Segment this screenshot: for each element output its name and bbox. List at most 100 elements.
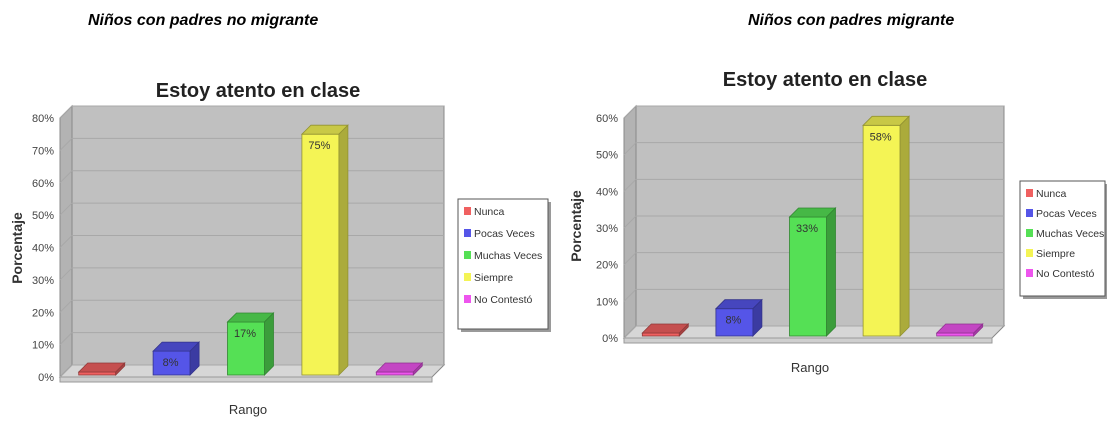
gridline-side xyxy=(623,215,637,229)
y-tick-label: 0% xyxy=(38,372,54,384)
gridline-side xyxy=(59,138,73,151)
gridline-side xyxy=(59,235,73,248)
bar-front xyxy=(375,371,414,376)
bar-3 xyxy=(862,115,911,337)
y-tick-label: 60% xyxy=(32,178,54,190)
bar-0 xyxy=(77,362,126,376)
bar-front xyxy=(789,216,827,337)
bar-4 xyxy=(935,323,984,337)
legend-box xyxy=(457,198,549,330)
bar-1 xyxy=(714,298,763,337)
legend-label: Siempre xyxy=(474,272,513,284)
gridline-side xyxy=(623,105,637,119)
data-label: 75% xyxy=(308,140,330,152)
legend-label: No Contestó xyxy=(474,294,533,306)
legend-swatch xyxy=(1026,249,1033,257)
bar-side xyxy=(412,362,423,376)
bar-1 xyxy=(152,341,201,376)
bar-chart-left: Estoy atento en clase 0% 10% 20% 30% 40% 50% 60… xyxy=(9,80,551,417)
bar-side xyxy=(973,323,984,337)
legend: Nunca Pocas Veces Muchas Veces Siempre No Co… xyxy=(1019,180,1107,299)
x-axis-label: Rango xyxy=(229,402,267,417)
legend-label: Siempre xyxy=(1036,248,1075,260)
chart-title: Estoy atento en clase xyxy=(156,80,361,102)
gridline-side xyxy=(623,142,637,156)
gridline-side xyxy=(59,105,73,119)
panel-heading: Niños con padres migrante xyxy=(748,12,955,29)
bar-front xyxy=(862,124,901,337)
bar-2 xyxy=(788,207,837,337)
y-tick-label: 10% xyxy=(32,340,54,352)
legend-label: Muchas Veces xyxy=(474,250,542,262)
data-label: 8% xyxy=(163,357,179,369)
legend-label: No Contestó xyxy=(1036,268,1095,280)
y-tick-label: 20% xyxy=(596,260,618,272)
legend-box xyxy=(1019,180,1106,297)
y-tick-label: 40% xyxy=(32,243,54,255)
bar-front xyxy=(78,371,117,376)
legend-swatch xyxy=(464,273,471,281)
legend-swatch xyxy=(1026,269,1033,277)
legend-swatch xyxy=(1026,229,1033,237)
bar-side xyxy=(899,115,910,337)
y-axis-label: Porcentaje xyxy=(568,190,584,262)
data-label: 33% xyxy=(796,223,818,235)
data-label: 17% xyxy=(234,328,256,340)
data-label: 8% xyxy=(725,315,741,327)
gridline-side xyxy=(623,325,637,339)
bar-side xyxy=(338,124,349,376)
y-tick-label: 30% xyxy=(596,223,618,235)
y-axis-label: Porcentaje xyxy=(9,212,25,284)
bar-0 xyxy=(641,323,690,337)
legend-label: Nunca xyxy=(1036,188,1067,200)
plot-base xyxy=(59,376,433,383)
bar-front xyxy=(715,308,754,337)
legend-swatch xyxy=(464,251,471,259)
x-axis-label: Rango xyxy=(791,360,829,375)
y-tick-label: 60% xyxy=(596,113,618,125)
y-tick-label: 0% xyxy=(602,333,618,345)
legend-label: Muchas Veces xyxy=(1036,228,1104,240)
bar-front xyxy=(936,332,975,337)
bar-side xyxy=(678,323,689,337)
gridline-side xyxy=(623,252,637,266)
bar-side xyxy=(752,298,763,337)
bar-side xyxy=(189,341,200,376)
bar-4 xyxy=(375,362,424,376)
gridline-side xyxy=(623,288,637,302)
y-tick-label: 10% xyxy=(596,296,618,308)
y-tick-label: 30% xyxy=(32,275,54,287)
y-tick-label: 50% xyxy=(596,150,618,162)
y-tick-label: 50% xyxy=(32,210,54,222)
data-label: 58% xyxy=(870,131,892,143)
legend-swatch xyxy=(1026,189,1033,197)
bar-side xyxy=(115,362,126,376)
legend-swatch xyxy=(464,295,471,303)
bar-front xyxy=(227,321,265,376)
gridline-side xyxy=(59,364,73,378)
gridline-side xyxy=(59,299,73,313)
bar-chart-right: Estoy atento en clase 0% 10% 20% 30% 40% 50% 60… xyxy=(568,69,1107,375)
legend-swatch xyxy=(464,207,471,215)
y-tick-label: 80% xyxy=(32,113,54,125)
gridline-side xyxy=(623,178,637,192)
gridline-side xyxy=(59,170,73,184)
y-tick-label: 70% xyxy=(32,145,54,157)
legend-label: Pocas Veces xyxy=(1036,208,1097,220)
bar-front xyxy=(301,133,340,376)
y-tick-label: 20% xyxy=(32,307,54,319)
legend-swatch xyxy=(464,229,471,237)
bar-front xyxy=(641,332,680,337)
bar-side xyxy=(264,311,274,376)
gridline-side xyxy=(59,332,73,345)
bar-2 xyxy=(226,311,275,376)
gridline-side xyxy=(59,202,73,216)
bar-side xyxy=(826,207,836,337)
y-tick-label: 40% xyxy=(596,186,618,198)
bar-3 xyxy=(300,124,349,376)
panel-heading: Niños con padres no migrante xyxy=(88,12,319,29)
legend: Nunca Pocas Veces Muchas Veces Siempre No Co… xyxy=(457,198,551,332)
gridline-side xyxy=(59,267,73,281)
chart-title: Estoy atento en clase xyxy=(723,69,928,91)
legend-label: Pocas Veces xyxy=(474,228,535,240)
